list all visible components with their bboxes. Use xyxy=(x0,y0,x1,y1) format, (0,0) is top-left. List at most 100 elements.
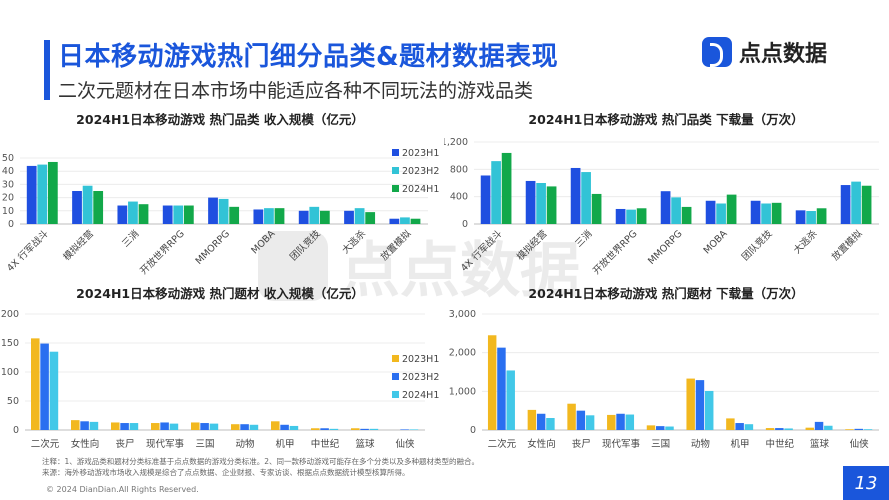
bar xyxy=(536,183,546,224)
bar xyxy=(72,191,82,224)
bar xyxy=(616,413,625,430)
x-tick-label: 中世纪 xyxy=(765,438,794,450)
bar xyxy=(80,421,89,430)
bar xyxy=(726,418,735,430)
bar xyxy=(400,217,410,224)
bar xyxy=(784,428,793,430)
bar xyxy=(344,210,354,224)
bar xyxy=(120,423,129,430)
x-tick-label: 动物 xyxy=(691,438,711,450)
brand-logo: 点点数据 xyxy=(702,36,827,68)
bar xyxy=(501,152,512,224)
bar xyxy=(162,205,173,224)
bar xyxy=(716,203,726,224)
x-tick-label: 仙侠 xyxy=(850,438,870,450)
bar xyxy=(249,424,259,430)
bar xyxy=(497,347,506,430)
legend-swatch xyxy=(392,167,399,174)
x-tick-label: 团队竞技 xyxy=(287,227,323,263)
bar xyxy=(37,164,48,224)
bar xyxy=(117,205,128,224)
x-tick-label: 团队竞技 xyxy=(739,227,775,263)
bar xyxy=(506,370,515,430)
bar xyxy=(671,197,681,224)
bar xyxy=(765,428,775,430)
y-tick-label: 10 xyxy=(2,206,14,217)
y-tick-label: 50 xyxy=(7,396,19,407)
y-tick-label: 100 xyxy=(1,367,19,378)
bar xyxy=(775,428,784,430)
bar xyxy=(289,425,299,430)
chart-title: 2024H1日本移动游戏 热门品类 收入规模（亿元） xyxy=(76,112,364,127)
y-tick-label: 2,000 xyxy=(449,348,476,359)
bar xyxy=(750,200,761,224)
y-tick-label: 50 xyxy=(2,153,14,164)
y-tick-label: 0 xyxy=(13,425,19,436)
bar xyxy=(591,193,602,224)
bar xyxy=(360,428,369,430)
x-tick-label: 开放世界RPG xyxy=(590,228,639,277)
bar xyxy=(231,424,240,430)
bar xyxy=(389,218,400,224)
chart-category-downloads: 2024H1日本移动游戏 热门品类 下载量（万次） 0 400 800 1,200 4X … xyxy=(444,112,879,277)
bar xyxy=(319,210,330,224)
bar xyxy=(129,423,139,430)
x-tick-label: 仙侠 xyxy=(395,438,415,450)
y-tick-label: 1,200 xyxy=(444,137,468,148)
bar xyxy=(280,424,289,430)
bar xyxy=(814,421,824,430)
chart-title: 2024H1日本移动游戏 热门品类 下载量（万次） xyxy=(528,112,803,127)
y-tick-label: 0 xyxy=(462,219,468,230)
x-tick-label: 三消 xyxy=(120,228,142,250)
bar xyxy=(660,191,671,224)
bar xyxy=(656,426,665,430)
bar xyxy=(365,212,376,224)
page-number: 13 xyxy=(843,466,889,500)
bar xyxy=(625,414,635,430)
x-tick-label: 三国 xyxy=(651,439,670,450)
x-tick-label: 二次元 xyxy=(488,438,517,450)
x-tick-label: 机甲 xyxy=(275,438,294,450)
bar xyxy=(491,161,501,224)
bar xyxy=(761,203,771,224)
bar xyxy=(585,415,595,430)
watermark-text: 点点数据 xyxy=(340,236,580,306)
bar xyxy=(298,210,309,224)
bar xyxy=(253,209,264,224)
bar xyxy=(160,422,169,430)
bar xyxy=(209,423,219,430)
bar xyxy=(183,205,194,224)
logo-text: 点点数据 xyxy=(739,42,828,67)
x-tick-label: MOBA xyxy=(249,228,277,256)
bar xyxy=(854,428,863,430)
bar xyxy=(309,206,320,224)
bar xyxy=(47,161,58,224)
bar xyxy=(525,180,536,224)
chart-title: 2024H1日本移动游戏 热门题材 下载量（万次） xyxy=(528,286,803,301)
x-tick-label: 女性向 xyxy=(71,438,100,450)
x-tick-label: MMORPG xyxy=(194,228,233,267)
x-tick-label: 丧尸 xyxy=(572,439,591,450)
legend-label: 2023H2 xyxy=(402,372,439,383)
x-tick-label: 模拟经营 xyxy=(61,228,96,263)
y-tick-label: 20 xyxy=(2,193,14,204)
bar xyxy=(208,197,218,224)
legend-swatch xyxy=(392,391,399,398)
page-subtitle: 二次元题材在日本市场中能适应各种不同玩法的游戏品类 xyxy=(58,80,534,102)
bar xyxy=(82,185,93,224)
bar xyxy=(31,338,40,430)
logo-icon xyxy=(702,37,732,67)
y-tick-label: 40 xyxy=(2,166,14,177)
bar xyxy=(744,424,754,430)
x-tick-label: 中世纪 xyxy=(311,438,340,450)
bar xyxy=(665,426,674,430)
bar xyxy=(49,351,59,430)
bar xyxy=(369,428,379,430)
y-tick-label: 150 xyxy=(1,338,19,349)
bar xyxy=(527,409,537,430)
bar xyxy=(863,429,873,430)
chart-theme-downloads: 2024H1日本移动游戏 热门题材 下载量（万次） 0 1,000 2,000 3,00… xyxy=(449,286,879,450)
legend-swatch xyxy=(392,149,399,156)
bar xyxy=(93,191,104,224)
bar xyxy=(89,421,99,430)
